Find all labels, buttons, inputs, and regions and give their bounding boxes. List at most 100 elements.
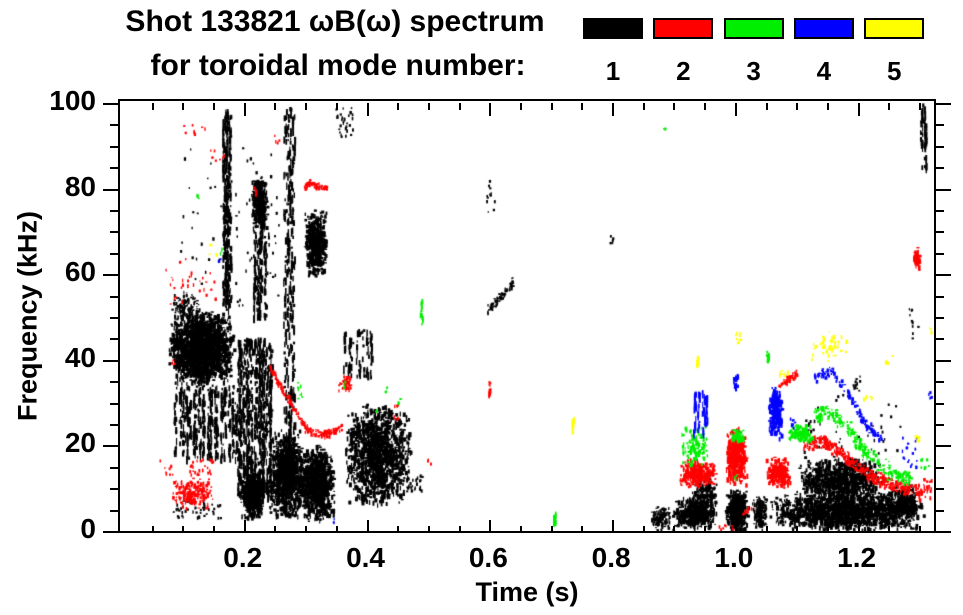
x-minor-tick: [827, 103, 829, 110]
x-minor-tick: [919, 526, 921, 533]
y-major-tick: [103, 274, 118, 276]
x-tick-label: 0.8: [591, 542, 631, 573]
x-major-tick: [367, 520, 369, 533]
legend-swatch-5: [864, 18, 925, 39]
x-minor-tick: [152, 103, 154, 110]
x-minor-tick: [704, 103, 706, 110]
x-minor-tick: [213, 103, 215, 110]
plot-area: [103, 99, 951, 533]
y-major-tick: [103, 103, 118, 105]
x-major-tick: [858, 520, 860, 533]
y-axis-label: Frequency (kHz): [12, 210, 43, 422]
x-minor-tick: [152, 526, 154, 533]
legend-number-1: 1: [605, 56, 621, 86]
y-major-tick: [103, 531, 118, 533]
x-tick-label: 0.4: [346, 542, 386, 573]
legend-swatch-4: [793, 18, 854, 39]
y-minor-tick: [936, 253, 944, 255]
x-minor-tick: [459, 103, 461, 110]
y-minor-tick: [110, 167, 118, 169]
y-minor-tick: [936, 231, 944, 233]
legend-swatch-3: [723, 18, 784, 39]
y-minor-tick: [936, 124, 944, 126]
y-minor-tick: [936, 210, 944, 212]
x-minor-tick: [551, 103, 553, 110]
x-minor-tick: [182, 526, 184, 533]
legend-number-5: 5: [886, 56, 902, 86]
y-major-tick: [936, 103, 951, 105]
x-minor-tick: [796, 103, 798, 110]
x-major-tick: [489, 103, 491, 116]
y-minor-tick: [110, 488, 118, 490]
y-minor-tick: [110, 338, 118, 340]
y-minor-tick: [936, 510, 944, 512]
y-major-tick: [103, 445, 118, 447]
x-minor-tick: [673, 103, 675, 110]
y-major-tick: [936, 274, 951, 276]
x-major-tick: [735, 103, 737, 116]
page-title: Shot 133821 ωB(ω) spectrum: [125, 5, 545, 38]
x-minor-tick: [428, 526, 430, 533]
y-minor-tick: [110, 381, 118, 383]
y-minor-tick: [936, 424, 944, 426]
x-minor-tick: [428, 103, 430, 110]
x-minor-tick: [704, 526, 706, 533]
x-minor-tick: [274, 103, 276, 110]
y-minor-tick: [110, 210, 118, 212]
y-tick-label: 100: [49, 85, 96, 116]
y-major-tick: [103, 189, 118, 191]
x-major-tick: [367, 103, 369, 116]
x-minor-tick: [274, 526, 276, 533]
y-minor-tick: [936, 146, 944, 148]
x-tick-label: 0.6: [468, 542, 508, 573]
y-minor-tick: [110, 146, 118, 148]
y-minor-tick: [936, 317, 944, 319]
x-minor-tick: [459, 526, 461, 533]
x-minor-tick: [888, 526, 890, 533]
legend-number-3: 3: [746, 56, 761, 86]
y-tick-label: 40: [64, 341, 96, 373]
legend-swatch-2: [653, 18, 714, 39]
y-major-tick: [936, 360, 951, 362]
x-minor-tick: [888, 103, 890, 110]
y-minor-tick: [936, 488, 944, 490]
legend-number-2: 2: [676, 56, 691, 86]
y-minor-tick: [936, 381, 944, 383]
y-tick-label: 0: [80, 513, 96, 544]
x-minor-tick: [581, 526, 583, 533]
y-minor-tick: [110, 467, 118, 469]
x-major-tick: [858, 103, 860, 116]
x-minor-tick: [796, 526, 798, 533]
legend-swatch-1: [583, 18, 643, 39]
x-major-tick: [244, 103, 246, 116]
spectrogram-canvas: [120, 101, 934, 531]
x-minor-tick: [305, 526, 307, 533]
x-major-tick: [489, 520, 491, 533]
x-tick-label: 1.0: [714, 542, 754, 573]
x-major-tick: [735, 520, 737, 533]
page-subtitle: for toroidal mode number:: [150, 49, 526, 82]
x-minor-tick: [397, 103, 399, 110]
y-major-tick: [936, 445, 951, 447]
y-tick-label: 80: [64, 170, 96, 202]
x-minor-tick: [520, 526, 522, 533]
x-major-tick: [244, 520, 246, 533]
y-major-tick: [936, 189, 951, 191]
y-minor-tick: [936, 467, 944, 469]
y-tick-label: 60: [64, 256, 96, 288]
x-major-tick: [612, 103, 614, 116]
x-minor-tick: [520, 103, 522, 110]
x-minor-tick: [827, 526, 829, 533]
y-minor-tick: [110, 403, 118, 405]
y-minor-tick: [110, 510, 118, 512]
y-minor-tick: [110, 317, 118, 319]
x-minor-tick: [305, 103, 307, 110]
y-major-tick: [103, 360, 118, 362]
x-major-tick: [612, 520, 614, 533]
y-minor-tick: [936, 167, 944, 169]
y-minor-tick: [936, 296, 944, 298]
y-tick-label: 20: [64, 427, 96, 459]
x-minor-tick: [182, 103, 184, 110]
y-minor-tick: [110, 253, 118, 255]
x-minor-tick: [766, 526, 768, 533]
